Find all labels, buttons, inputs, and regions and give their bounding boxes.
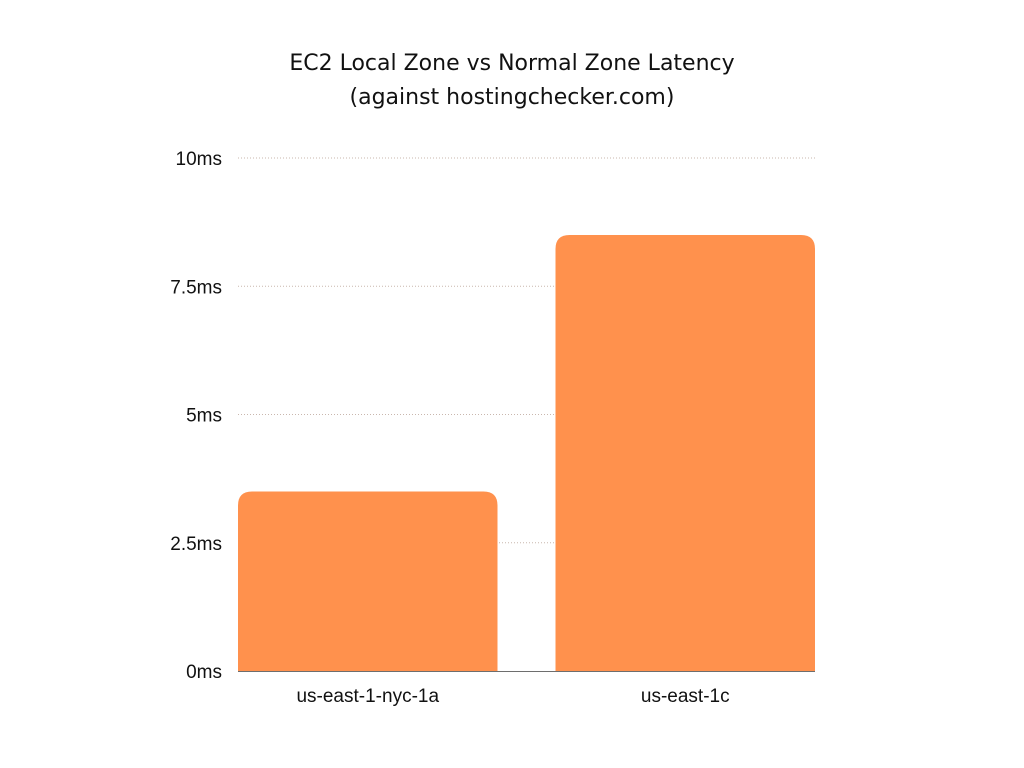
y-tick-label: 10ms (176, 149, 222, 170)
x-category-label: us-east-1-nyc-1a (296, 686, 439, 707)
y-tick-label: 2.5ms (170, 534, 222, 555)
y-tick-label: 7.5ms (170, 277, 222, 298)
x-axis-labels: us-east-1-nyc-1a us-east-1c (296, 686, 729, 707)
y-tick-label: 5ms (186, 406, 222, 427)
chart-subtitle: (against hostingchecker.com) (350, 85, 675, 110)
bars (238, 234, 815, 671)
bar-us-east-1c (555, 234, 815, 671)
y-tick-label: 0ms (186, 662, 222, 683)
chart-title: EC2 Local Zone vs Normal Zone Latency (289, 51, 734, 76)
x-category-label: us-east-1c (641, 686, 730, 707)
y-axis-ticks: 0ms 2.5ms 5ms 7.5ms 10ms (170, 149, 222, 683)
bar-us-east-1-nyc-1a (238, 491, 498, 671)
